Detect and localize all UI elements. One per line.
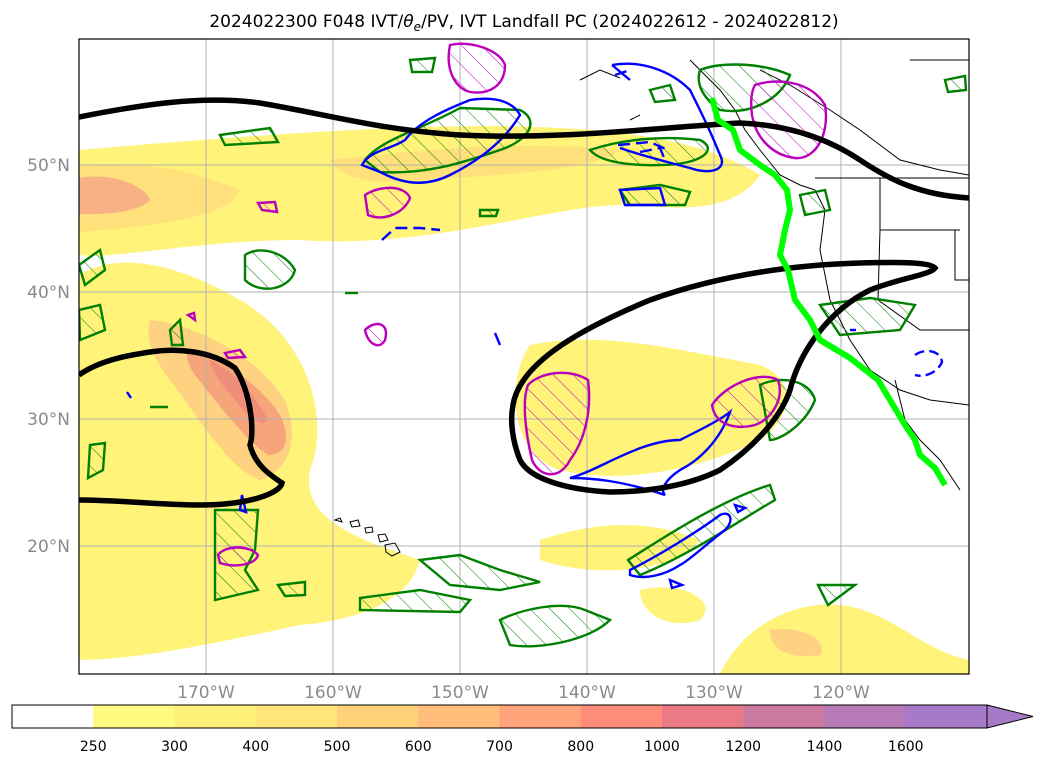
lon-label-150w: 150°W xyxy=(431,683,489,703)
lon-label-120w: 120°W xyxy=(812,683,870,703)
colorbar-tick-label: 1600 xyxy=(888,739,924,755)
colorbar-tick-label: 700 xyxy=(486,739,513,755)
map-frame xyxy=(78,38,970,675)
ivt-shading-high xyxy=(79,176,287,455)
colorbar-tick-label: 400 xyxy=(242,739,269,755)
colorbar-segment xyxy=(580,705,663,728)
colorbar-tick-label: 300 xyxy=(161,739,188,755)
colorbar-tick-label: 1200 xyxy=(725,739,761,755)
magenta-contours xyxy=(185,42,828,567)
lon-label-170w: 170°W xyxy=(177,683,235,703)
figure-title: 2024022300 F048 IVT/θe/PV, IVT Landfall … xyxy=(209,12,838,34)
colorbar-segment xyxy=(824,705,907,728)
colorbar-segment xyxy=(174,705,257,728)
colorbar-segment xyxy=(499,705,582,728)
colorbar-tick-label: 500 xyxy=(324,739,351,755)
colorbar-tick-label: 800 xyxy=(567,739,594,755)
coastlines xyxy=(579,59,969,491)
lat-axis-labels: 50°N 40°N 30°N 20°N xyxy=(27,156,70,557)
lat-label-50n: 50°N xyxy=(27,156,70,176)
colorbar-extend-arrow xyxy=(986,704,1034,729)
hawaii-islands xyxy=(333,517,401,557)
colorbar-segment xyxy=(337,705,419,728)
lat-label-20n: 20°N xyxy=(27,537,70,557)
colorbar-segment xyxy=(93,705,175,728)
colorbar xyxy=(11,704,1034,729)
pc-contours xyxy=(79,97,969,508)
colorbar-border xyxy=(11,704,988,729)
colorbar-segment xyxy=(662,705,744,728)
lat-label-30n: 30°N xyxy=(27,410,70,430)
colorbar-segment xyxy=(255,705,338,728)
colorbar-segment xyxy=(12,705,94,728)
colorbar-tick-label: 600 xyxy=(405,739,432,755)
colorbar-segment xyxy=(743,705,825,728)
colorbar-tick-label: 250 xyxy=(80,739,107,755)
lon-label-160w: 160°W xyxy=(304,683,362,703)
lon-label-140w: 140°W xyxy=(558,683,616,703)
colorbar-ticks: 250 300 400 500 600 700 800 1000 1200 1400 1600 xyxy=(80,739,924,755)
colorbar-tick-label: 1000 xyxy=(644,739,680,755)
lat-label-40n: 40°N xyxy=(27,283,70,303)
lon-label-130w: 130°W xyxy=(685,683,743,703)
map-content xyxy=(79,39,969,674)
lon-axis-labels: 170°W 160°W 150°W 140°W 130°W 120°W xyxy=(177,683,870,703)
landfall-line xyxy=(709,97,948,487)
colorbar-segment xyxy=(905,705,988,728)
colorbar-segment xyxy=(418,705,500,728)
colorbar-tick-label: 1400 xyxy=(807,739,843,755)
